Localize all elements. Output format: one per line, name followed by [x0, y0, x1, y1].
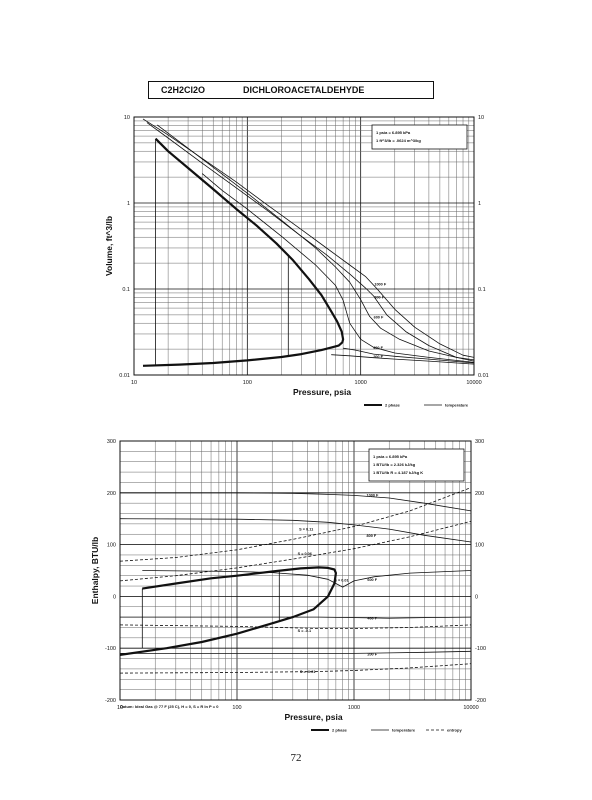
- chart1-isotherm-line: [331, 354, 475, 365]
- chart2-conversion-line: 1 BTU/lb R = 4.187 kJ/kg K: [373, 470, 423, 475]
- chart1-x-tick-label: 100: [243, 380, 252, 386]
- chart2-y-tick-label: 0: [113, 594, 116, 600]
- chart-title-box: C2H2Cl2O DICHLOROACETALDEHYDE: [148, 81, 434, 99]
- chart1-isotherm-label: 1000 F: [374, 282, 387, 286]
- chart2-isotherm-label: 1000 F: [367, 493, 380, 497]
- chart2-legend-label: temperature: [392, 728, 416, 733]
- compound-formula: C2H2Cl2O: [161, 85, 206, 95]
- chart1-y-tick-label: 0.01: [119, 373, 130, 379]
- page-number: 72: [290, 752, 302, 764]
- chart2-y-tick-label-right: 100: [475, 543, 484, 549]
- chart2-entropy-line: [119, 487, 472, 562]
- chart1-y-tick-label-right: 0.01: [478, 373, 489, 379]
- chart1-isotherm-line: [343, 347, 475, 364]
- chart1-y-tick-label: 0.1: [122, 287, 130, 293]
- chart2-y-tick-label-right: 200: [475, 491, 484, 497]
- chart1-isotherm-line: [142, 118, 475, 358]
- chart2-y-tick-label: 200: [107, 491, 116, 497]
- chart2-conversion-line: 1 BTU/lb = 2.326 kJ/kg: [373, 462, 416, 467]
- chart1-conversion-line: 1 ft^3/lb = .0624 m^3/kg: [376, 138, 421, 143]
- chart2-conversion-box: [368, 448, 465, 482]
- chart2-x-tick-label: 100: [232, 705, 241, 711]
- chart1-isotherm-line: [146, 122, 475, 361]
- chart1-y-axis-label: Volume, ft^3/lb: [104, 216, 114, 276]
- chart1-plot-frame: [133, 116, 475, 376]
- chart1-legend-label: 2 phase: [385, 403, 401, 408]
- chart1-x-tick-label: 1000: [355, 380, 367, 386]
- chart1-isotherm-label: 800 F: [374, 295, 384, 299]
- chart2-isotherm-label: 600 F: [367, 578, 377, 582]
- chart2-y-axis-label: Enthalpy, BTU/lb: [90, 537, 100, 604]
- chart1-y-tick-label-right: 1: [478, 201, 481, 207]
- chart1-isotherm-label: 200 F: [373, 355, 383, 359]
- chart2-entropy-label: S = 0.11: [299, 528, 313, 532]
- chart2-y-tick-label-right: 0: [475, 594, 478, 600]
- chart2-isotherm-line: [120, 616, 472, 619]
- chart2-isotherm-line: [142, 570, 472, 588]
- chart2-x-tick-label: 1000: [348, 705, 360, 711]
- chart2-entropy-label: S = 0.06: [298, 552, 312, 556]
- chart2-entropy-line: [119, 520, 472, 582]
- chart1-conversion-box: [371, 124, 468, 150]
- chart2-entropy-label: S = -0.1: [298, 629, 311, 633]
- chart1-isotherm-label: 400 F: [373, 346, 383, 350]
- chart2-y-tick-label: 100: [107, 543, 116, 549]
- compound-name: DICHLOROACETALDEHYDE: [243, 85, 365, 95]
- chart2-y-tick-label-right: -100: [475, 646, 486, 652]
- chart2-entropy-label: S = -0.21: [300, 670, 316, 674]
- chart2-y-tick-label: 300: [107, 439, 116, 445]
- chart2-isotherm-label: 400 F: [367, 617, 377, 621]
- chart1-x-tick-label: 10: [131, 380, 137, 386]
- chart2-x-axis-label: Pressure, psia: [284, 712, 342, 722]
- chart2-legend-label: entropy: [447, 728, 462, 733]
- chart1-conversion-line: 1 psia = 6.895 kPa: [376, 130, 411, 135]
- chart1-isotherm-line: [201, 173, 475, 363]
- chart1-y-tick-label-right: 10: [478, 115, 484, 121]
- chart2-isotherm-line: [120, 492, 472, 512]
- chart2-entropy-line: [119, 624, 472, 629]
- chart2-y-tick-label: -100: [105, 646, 116, 652]
- chart2-entropy-line: [119, 663, 472, 674]
- chart2-two-phase-curve: [119, 566, 337, 656]
- chart1-legend-label: temperature: [445, 403, 469, 408]
- chart1-y-tick-label-right: 0.1: [478, 287, 486, 293]
- chart2-legend-label: 2 phase: [332, 728, 348, 733]
- chart2-y-tick-label-right: -200: [475, 698, 486, 704]
- chart1-x-tick-label: 10000: [466, 380, 481, 386]
- chart2-y-tick-label-right: 300: [475, 439, 484, 445]
- chart1-x-axis-label: Pressure, psia: [293, 387, 351, 397]
- chart2-entropy-label: S = 0.01: [334, 578, 348, 582]
- chart2-isotherm-label: 800 F: [367, 534, 377, 538]
- chart2-x-tick-label: 10: [117, 705, 123, 711]
- chart2-isotherm-label: 200 F: [367, 652, 377, 656]
- chart2-conversion-line: 1 psia = 6.895 kPa: [373, 454, 408, 459]
- datum-footnote: Datum: Ideal Gas @ 77 F (25 C), H = 0, S…: [120, 704, 219, 709]
- chart1-isotherm-label: 600 F: [374, 316, 384, 320]
- chart1-isotherm-line: [156, 124, 475, 362]
- chart2-x-tick-label: 10000: [463, 705, 478, 711]
- chart2-y-tick-label: -200: [105, 698, 116, 704]
- chart1-y-tick-label: 10: [124, 115, 130, 121]
- chart2-isotherm-line: [120, 650, 472, 654]
- chart1-y-tick-label: 1: [127, 201, 130, 207]
- chart1-two-phase-curve: [142, 137, 345, 367]
